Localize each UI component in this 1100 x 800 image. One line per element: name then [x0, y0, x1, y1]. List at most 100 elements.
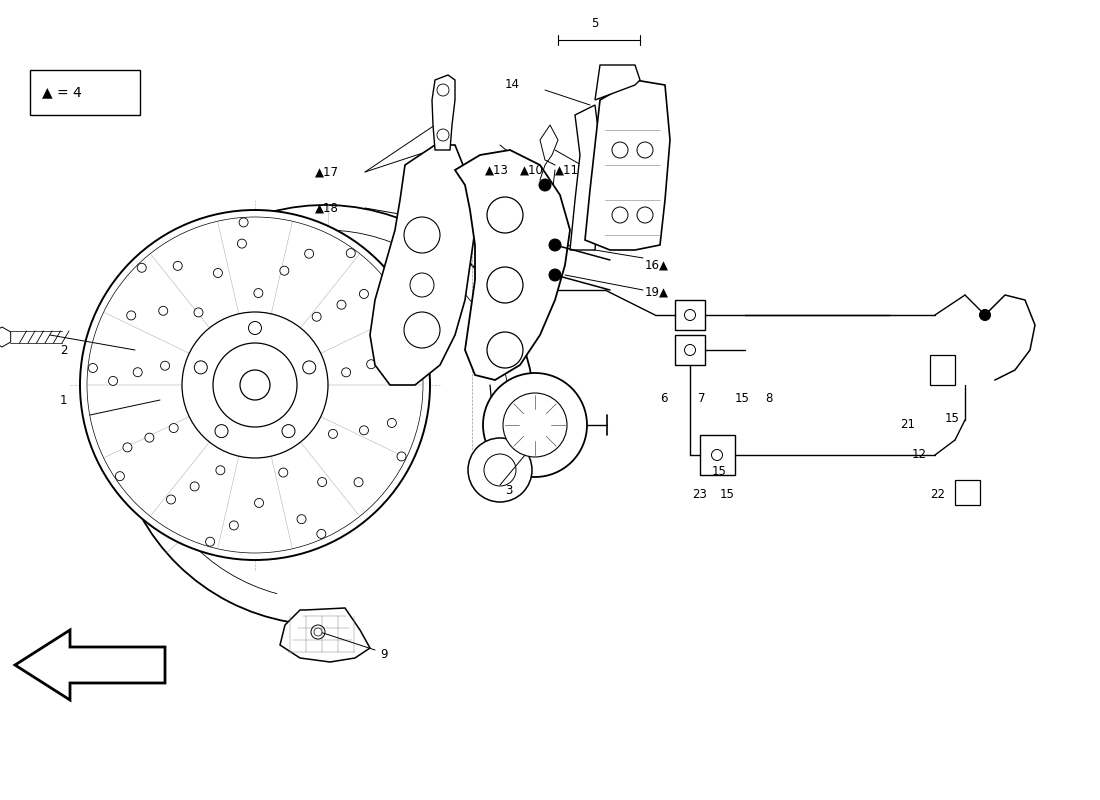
Circle shape [549, 269, 561, 281]
Circle shape [684, 345, 695, 355]
Circle shape [297, 514, 306, 524]
Circle shape [487, 332, 522, 368]
Text: 5: 5 [592, 17, 598, 30]
Circle shape [314, 628, 322, 636]
Circle shape [254, 289, 263, 298]
Text: 15: 15 [945, 411, 960, 425]
Text: ▲ = 4: ▲ = 4 [42, 86, 81, 99]
Circle shape [468, 438, 532, 502]
FancyBboxPatch shape [30, 70, 140, 115]
Circle shape [337, 300, 346, 310]
Circle shape [404, 217, 440, 253]
Text: 23: 23 [692, 488, 707, 501]
Circle shape [360, 290, 368, 298]
Circle shape [549, 239, 561, 251]
Circle shape [123, 443, 132, 452]
Circle shape [126, 311, 135, 320]
Circle shape [133, 368, 142, 377]
Polygon shape [570, 105, 600, 250]
Text: ▲10: ▲10 [520, 163, 543, 177]
Circle shape [240, 370, 270, 400]
Text: 14: 14 [505, 78, 520, 91]
Circle shape [483, 373, 587, 477]
Circle shape [979, 310, 990, 321]
Text: 15: 15 [712, 465, 727, 478]
Circle shape [346, 249, 355, 258]
Circle shape [88, 363, 98, 373]
Circle shape [190, 482, 199, 491]
Circle shape [612, 207, 628, 223]
Circle shape [116, 472, 124, 481]
Circle shape [166, 495, 176, 504]
Circle shape [239, 218, 249, 227]
Circle shape [484, 454, 516, 486]
Circle shape [539, 179, 551, 191]
Circle shape [409, 341, 418, 350]
Circle shape [80, 210, 430, 560]
Polygon shape [455, 150, 570, 380]
Text: 15: 15 [720, 488, 735, 501]
Text: 1: 1 [60, 394, 67, 406]
Text: 12: 12 [912, 449, 927, 462]
Circle shape [342, 368, 351, 377]
Circle shape [637, 142, 653, 158]
Circle shape [173, 262, 183, 270]
Polygon shape [595, 65, 640, 100]
Circle shape [397, 452, 406, 461]
Polygon shape [280, 608, 370, 662]
Circle shape [366, 360, 376, 369]
Circle shape [278, 468, 288, 477]
Circle shape [387, 418, 396, 427]
Circle shape [216, 466, 224, 474]
Circle shape [279, 266, 289, 275]
Circle shape [109, 377, 118, 386]
Polygon shape [0, 327, 11, 347]
Circle shape [389, 350, 398, 359]
Circle shape [238, 239, 246, 248]
Circle shape [487, 197, 522, 233]
Circle shape [317, 530, 326, 538]
Circle shape [230, 521, 239, 530]
Text: 7: 7 [698, 392, 705, 405]
Circle shape [318, 478, 327, 486]
Polygon shape [432, 75, 455, 150]
Polygon shape [370, 145, 475, 385]
Text: 22: 22 [930, 488, 945, 501]
Text: 2: 2 [60, 343, 67, 357]
Circle shape [138, 263, 146, 272]
Circle shape [612, 142, 628, 158]
Circle shape [206, 537, 214, 546]
Circle shape [503, 393, 566, 457]
Text: 15: 15 [735, 392, 750, 405]
Circle shape [487, 267, 522, 303]
Text: ▲13: ▲13 [485, 163, 509, 177]
Text: ▲17: ▲17 [315, 166, 339, 178]
Text: 3: 3 [505, 483, 513, 497]
Text: 21: 21 [900, 418, 915, 431]
Circle shape [305, 250, 314, 258]
Circle shape [712, 450, 723, 461]
Circle shape [254, 498, 264, 507]
Text: ▲18: ▲18 [315, 202, 339, 214]
Circle shape [213, 269, 222, 278]
Circle shape [354, 478, 363, 486]
Polygon shape [585, 80, 670, 250]
Circle shape [312, 312, 321, 322]
Circle shape [194, 308, 204, 317]
Circle shape [161, 362, 169, 370]
Circle shape [684, 310, 695, 321]
Text: 16▲: 16▲ [645, 258, 669, 271]
Text: 6: 6 [660, 392, 668, 405]
Polygon shape [15, 630, 165, 700]
Circle shape [169, 423, 178, 433]
Circle shape [360, 426, 368, 435]
Circle shape [404, 312, 440, 348]
Text: 8: 8 [764, 392, 772, 405]
Circle shape [145, 433, 154, 442]
Circle shape [158, 306, 167, 315]
Text: ▲11: ▲11 [556, 163, 579, 177]
Circle shape [637, 207, 653, 223]
Circle shape [410, 273, 435, 297]
Circle shape [329, 430, 338, 438]
Text: 9: 9 [379, 649, 387, 662]
